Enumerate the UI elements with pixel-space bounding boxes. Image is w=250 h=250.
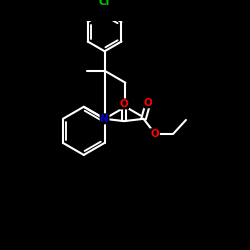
Text: N: N xyxy=(100,114,109,124)
Text: O: O xyxy=(144,98,152,108)
Text: O: O xyxy=(120,99,128,109)
Text: O: O xyxy=(150,129,159,139)
Text: Cl: Cl xyxy=(99,0,110,7)
